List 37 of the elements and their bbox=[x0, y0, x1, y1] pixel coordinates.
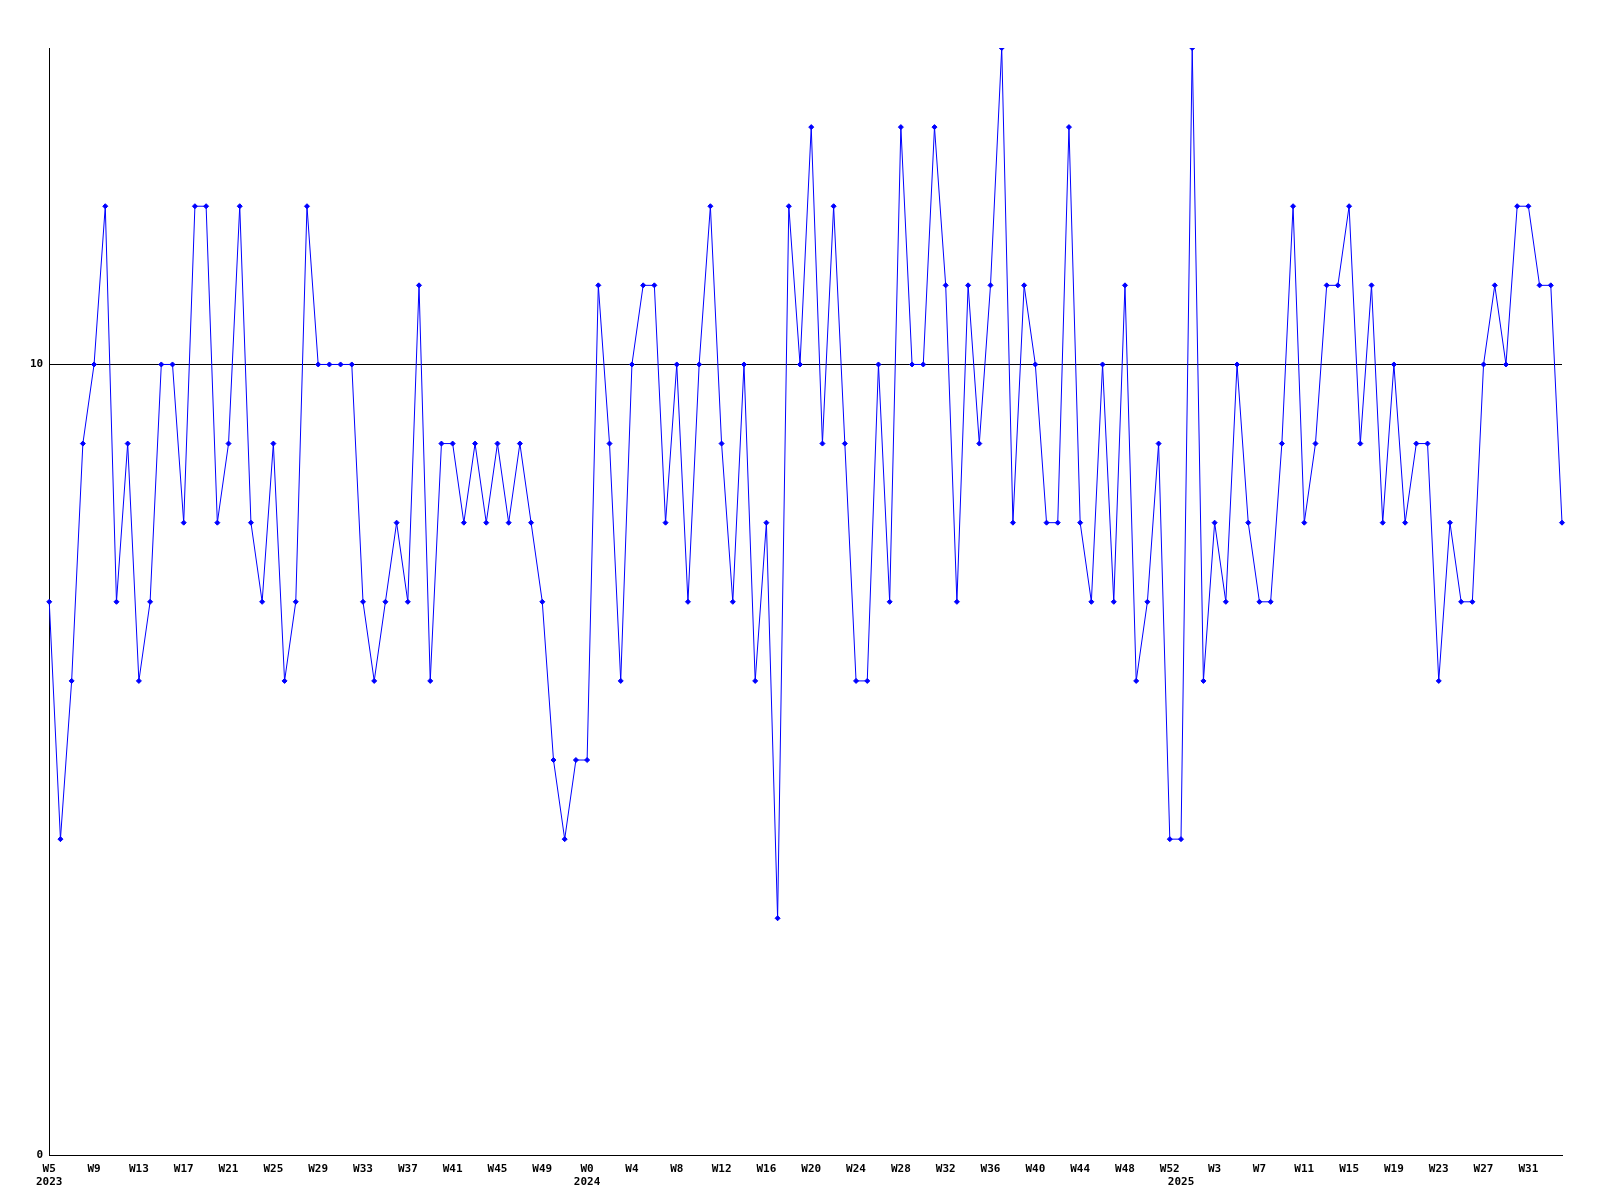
x-tick-label: W31 bbox=[1518, 1162, 1539, 1176]
x-tick-label: W25 bbox=[263, 1162, 284, 1176]
x-tick-label: W3 bbox=[1208, 1162, 1222, 1176]
x-tick-label: W20 bbox=[801, 1162, 822, 1176]
x-tick-label: W33 bbox=[353, 1162, 373, 1176]
y-tick-label: 0 bbox=[36, 1148, 44, 1162]
x-tick-label: W5 2023 bbox=[36, 1162, 63, 1189]
x-tick-label: W44 bbox=[1070, 1162, 1091, 1176]
x-tick-label: W9 bbox=[87, 1162, 101, 1176]
x-tick-label: W41 bbox=[442, 1162, 463, 1176]
x-tick-label: W37 bbox=[397, 1162, 418, 1176]
x-tick-label: W7 bbox=[1252, 1162, 1267, 1176]
x-tick-label: W21 bbox=[218, 1162, 239, 1176]
x-tick-label: W15 bbox=[1339, 1162, 1360, 1176]
y-tick-label: 10 bbox=[30, 357, 44, 371]
x-tick-label: W49 bbox=[532, 1162, 553, 1176]
x-tick-label: W40 bbox=[1025, 1162, 1046, 1176]
x-tick-label: W13 bbox=[128, 1162, 149, 1176]
x-tick-label: W0 2024 bbox=[573, 1162, 601, 1189]
x-tick-label: W52 bbox=[1159, 1162, 1180, 1176]
x-tick-label: W4 bbox=[625, 1162, 639, 1176]
x-tick-label: W23 bbox=[1428, 1162, 1449, 1176]
x-tick-label: W45 bbox=[487, 1162, 508, 1176]
x-tick-label: W17 bbox=[173, 1162, 194, 1176]
x-tick-label: W27 bbox=[1473, 1162, 1494, 1176]
x-tick-label: 2025 bbox=[1167, 1175, 1195, 1189]
x-tick-label: W16 bbox=[756, 1162, 777, 1176]
x-tick-label: W48 bbox=[1115, 1162, 1135, 1176]
x-tick-label: W32 bbox=[935, 1162, 956, 1176]
x-tick-label: W29 bbox=[308, 1162, 329, 1176]
x-tick-label: W19 bbox=[1383, 1162, 1404, 1176]
x-tick-label: W12 bbox=[711, 1162, 732, 1176]
x-tick-label: W28 bbox=[890, 1162, 911, 1176]
x-tick-label: W24 bbox=[846, 1162, 867, 1176]
x-tick-label: W11 bbox=[1294, 1162, 1315, 1176]
x-tick-label: W8 bbox=[670, 1162, 684, 1176]
x-tick-label: W36 bbox=[980, 1162, 1001, 1176]
